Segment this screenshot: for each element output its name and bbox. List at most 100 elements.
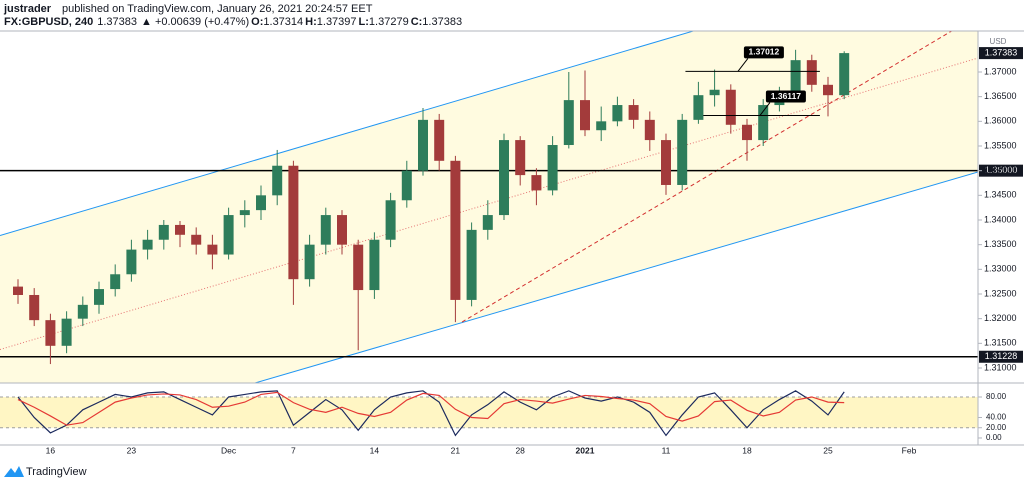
channel-upper bbox=[0, 31, 696, 236]
candle-body bbox=[612, 105, 623, 122]
candle-body bbox=[515, 140, 526, 176]
y-tick-label: 0.00 bbox=[986, 433, 1002, 442]
header-author: justrader bbox=[3, 3, 52, 15]
y-tick-label: 80.00 bbox=[986, 392, 1007, 401]
stochastic-pane bbox=[0, 390, 978, 437]
candle-body bbox=[790, 60, 801, 96]
y-tick-label: 1.32500 bbox=[984, 288, 1017, 298]
x-tick-label: 28 bbox=[515, 445, 525, 455]
candle-body bbox=[482, 215, 493, 230]
y-tick-label: 1.34000 bbox=[984, 214, 1017, 224]
header-quote: FX:GBPUSD, 240 1.37383 ▲ +0.00639 (+0.47%)… bbox=[4, 16, 462, 28]
channel-lower bbox=[253, 171, 978, 383]
stoch-line bbox=[17, 391, 845, 426]
candle-body bbox=[806, 60, 817, 85]
price-badge bbox=[979, 350, 1023, 363]
candle-body bbox=[450, 160, 461, 300]
candle-body bbox=[644, 119, 655, 141]
header-symbol: FX:GBPUSD, 240 bbox=[4, 16, 93, 28]
candle-body bbox=[45, 320, 56, 346]
candle-body bbox=[401, 170, 412, 201]
header-ohlc-value: 1.37383 bbox=[422, 16, 462, 28]
candle-body bbox=[385, 200, 396, 240]
candle-body bbox=[499, 140, 509, 216]
callout-badge bbox=[765, 90, 806, 103]
callout-badge bbox=[743, 46, 784, 59]
header-ohlc-label: L: bbox=[359, 16, 369, 28]
callout-connector bbox=[759, 102, 771, 116]
candle-body bbox=[29, 294, 40, 321]
channel-middle bbox=[0, 57, 978, 351]
callout-label: 1.36117 bbox=[771, 91, 802, 101]
candle-body bbox=[547, 145, 558, 191]
header-ohlc-label: O: bbox=[251, 16, 263, 28]
header-ohlc-value: 1.37314 bbox=[263, 16, 303, 28]
candle-body bbox=[320, 215, 331, 245]
x-tick-label: 25 bbox=[823, 445, 833, 455]
candle-body bbox=[758, 105, 769, 141]
stoch-line bbox=[17, 390, 845, 437]
x-tick-label: 2021 bbox=[576, 445, 595, 455]
y-tick-label: 1.36000 bbox=[984, 116, 1017, 126]
y-tick-label: 1.35000 bbox=[984, 165, 1017, 175]
candle-body bbox=[256, 195, 266, 211]
x-tick-label: 16 bbox=[46, 445, 56, 455]
price-badge-label: 1.31228 bbox=[985, 351, 1018, 361]
header-change: ▲ +0.00639 (+0.47%) bbox=[141, 16, 249, 28]
y-tick-label: 1.32000 bbox=[984, 313, 1017, 323]
candle-body bbox=[742, 124, 752, 141]
y-tick-label: 20.00 bbox=[986, 423, 1007, 432]
x-tick-label: 7 bbox=[291, 445, 296, 455]
header-ohlc-value: 1.37279 bbox=[369, 16, 409, 28]
candle-body bbox=[839, 53, 850, 96]
price-badge-label: 1.35000 bbox=[985, 165, 1018, 175]
y-tick-label: 1.35500 bbox=[984, 140, 1017, 150]
candle-body bbox=[563, 100, 574, 146]
header-last: 1.37383 bbox=[97, 16, 137, 28]
candle-body bbox=[725, 89, 736, 125]
candle-body bbox=[304, 244, 315, 280]
candle-body bbox=[158, 224, 169, 240]
candle-body bbox=[94, 289, 104, 305]
header-ohlc-value: 1.37397 bbox=[317, 16, 357, 28]
axes: 1.35000 1.31228 USD 1.31000 1.31500 1.32000 1.… bbox=[46, 37, 1023, 455]
main-pane: GBPUSD, 240Pound / U.S. Dollar1.370121.3… bbox=[0, 31, 978, 383]
candle-body bbox=[272, 165, 283, 196]
candle-body bbox=[434, 119, 445, 161]
last-price-label: 1.37383 bbox=[985, 47, 1018, 57]
candle-body bbox=[369, 239, 380, 291]
y-tick-label: 1.33500 bbox=[984, 239, 1017, 249]
candle-body bbox=[337, 215, 347, 245]
callout-connector bbox=[737, 58, 749, 72]
candle-body bbox=[709, 89, 720, 96]
x-tick-label: 11 bbox=[662, 445, 671, 455]
y-tick-label: 1.31500 bbox=[984, 338, 1017, 348]
y-tick-label: 40.00 bbox=[986, 413, 1007, 422]
candle-body bbox=[175, 224, 185, 235]
candle-body bbox=[288, 165, 299, 280]
candle-body bbox=[239, 210, 250, 216]
stoch-band bbox=[0, 396, 978, 428]
y-tick-label: 1.36500 bbox=[984, 91, 1017, 101]
candle-body bbox=[77, 304, 88, 319]
candle-body bbox=[207, 244, 218, 255]
candle-body bbox=[580, 100, 590, 131]
candle-body bbox=[353, 244, 364, 291]
candle-body bbox=[126, 249, 137, 275]
x-tick-label: 21 bbox=[451, 445, 461, 455]
candle-body bbox=[466, 229, 477, 300]
y-tick-label: 1.37000 bbox=[984, 66, 1017, 76]
footer-logo bbox=[4, 466, 24, 477]
candle-body bbox=[223, 215, 234, 255]
candle-body bbox=[142, 239, 153, 250]
last-price-badge bbox=[979, 47, 1023, 60]
candle-body bbox=[661, 140, 671, 185]
x-tick-label: 23 bbox=[127, 445, 137, 455]
x-tick-label: Feb bbox=[902, 445, 917, 455]
candle-body bbox=[531, 175, 542, 191]
candle-body bbox=[596, 121, 607, 131]
callout-label: 1.37012 bbox=[749, 47, 780, 57]
y-tick-label: 1.34500 bbox=[984, 190, 1017, 200]
header-ohlc-label: C: bbox=[411, 16, 423, 28]
